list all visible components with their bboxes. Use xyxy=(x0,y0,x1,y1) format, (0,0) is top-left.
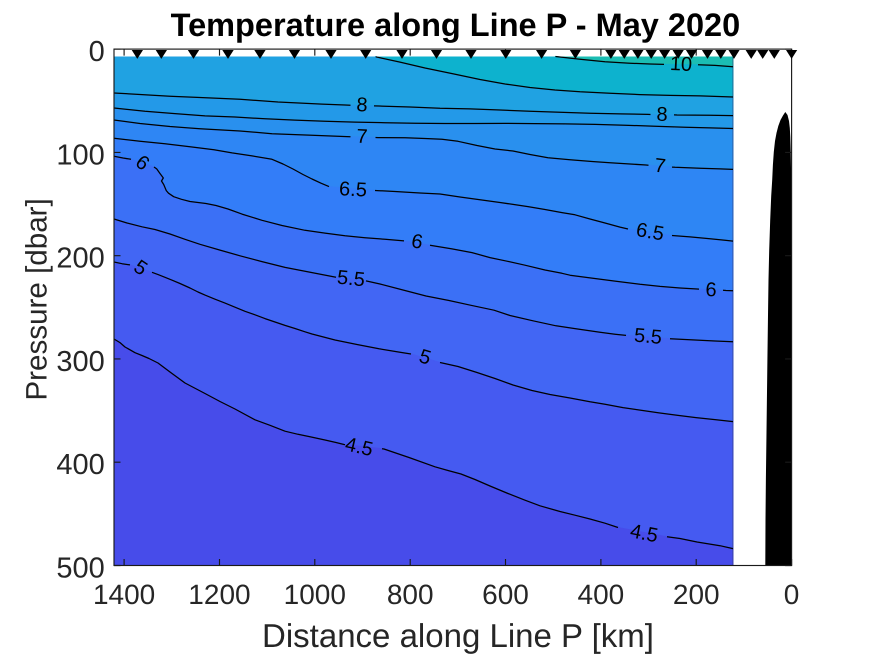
svg-text:600: 600 xyxy=(482,579,529,610)
svg-text:8: 8 xyxy=(656,104,668,126)
svg-text:Pressure [dbar]: Pressure [dbar] xyxy=(21,198,54,400)
svg-text:100: 100 xyxy=(56,139,104,171)
svg-text:Distance along Line P [km]: Distance along Line P [km] xyxy=(262,617,654,654)
svg-text:6: 6 xyxy=(410,230,425,254)
svg-text:Temperature along Line P - May: Temperature along Line P - May 2020 xyxy=(171,7,741,43)
svg-text:1400: 1400 xyxy=(93,579,155,610)
svg-text:8: 8 xyxy=(356,94,368,117)
svg-text:4.5: 4.5 xyxy=(628,520,659,547)
svg-text:0: 0 xyxy=(784,579,800,610)
svg-text:200: 200 xyxy=(56,243,104,275)
svg-text:500: 500 xyxy=(56,552,104,584)
svg-text:1200: 1200 xyxy=(188,579,250,610)
svg-text:6.5: 6.5 xyxy=(634,219,665,245)
svg-text:5.5: 5.5 xyxy=(336,267,366,292)
svg-text:7: 7 xyxy=(653,155,667,178)
svg-text:0: 0 xyxy=(89,36,105,68)
svg-text:200: 200 xyxy=(673,579,720,610)
svg-text:7: 7 xyxy=(356,126,368,149)
svg-text:400: 400 xyxy=(56,449,104,481)
svg-text:10: 10 xyxy=(669,53,692,76)
svg-text:300: 300 xyxy=(56,346,104,378)
svg-text:800: 800 xyxy=(387,579,434,610)
svg-text:6.5: 6.5 xyxy=(339,178,368,201)
svg-text:400: 400 xyxy=(578,579,625,610)
svg-text:5.5: 5.5 xyxy=(633,325,663,349)
svg-text:1000: 1000 xyxy=(284,579,346,610)
svg-text:6: 6 xyxy=(705,279,717,301)
